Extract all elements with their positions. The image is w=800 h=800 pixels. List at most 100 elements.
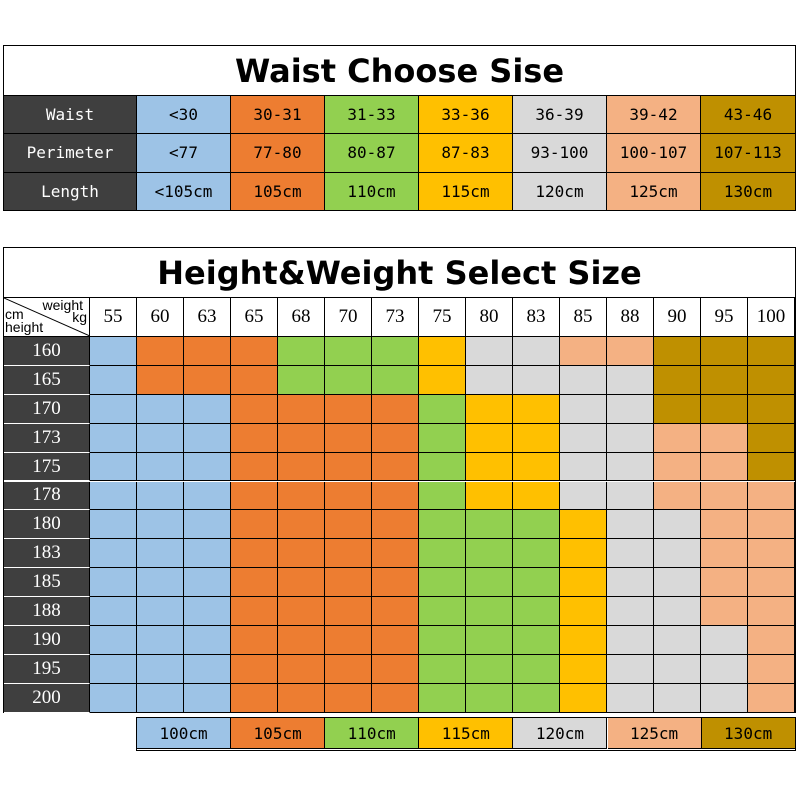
size-grid-cell bbox=[701, 394, 748, 424]
size-grid-cell bbox=[231, 597, 278, 626]
size-grid-cell bbox=[748, 654, 795, 684]
size-grid-cell bbox=[466, 510, 513, 540]
weight-header: 75 bbox=[419, 298, 466, 337]
size-grid-cell bbox=[560, 510, 607, 540]
size-grid-cell bbox=[137, 337, 184, 366]
height-label: 188 bbox=[4, 597, 90, 626]
size-grid-cell bbox=[325, 394, 372, 424]
size-cell: 105cm bbox=[231, 172, 325, 211]
weight-header: 80 bbox=[466, 298, 513, 337]
size-grid-cell bbox=[231, 452, 278, 482]
size-grid-cell bbox=[184, 423, 231, 453]
size-grid-cell bbox=[278, 394, 325, 424]
size-grid-cell bbox=[278, 626, 325, 655]
size-grid-cell bbox=[513, 539, 560, 569]
size-grid-cell bbox=[513, 365, 560, 395]
size-grid-cell bbox=[654, 654, 701, 684]
size-grid-cell bbox=[231, 568, 278, 598]
corner-header: weight kg cm height bbox=[4, 298, 90, 337]
height-label: 178 bbox=[4, 481, 90, 511]
size-grid-cell bbox=[419, 365, 466, 395]
size-grid-cell bbox=[701, 568, 748, 598]
size-grid-cell bbox=[701, 626, 748, 655]
height-label: 180 bbox=[4, 510, 90, 540]
size-grid-cell bbox=[137, 654, 184, 684]
size-grid-cell bbox=[513, 481, 560, 511]
size-cell: <105cm bbox=[137, 172, 231, 211]
size-grid-cell bbox=[607, 597, 654, 626]
size-cell: 125cm bbox=[607, 172, 701, 211]
size-cell: <77 bbox=[137, 134, 231, 173]
size-grid-cell bbox=[607, 337, 654, 366]
size-grid-cell bbox=[231, 481, 278, 511]
size-grid-cell bbox=[466, 481, 513, 511]
size-grid-cell bbox=[560, 423, 607, 453]
size-grid-cell bbox=[701, 683, 748, 713]
size-grid-cell bbox=[607, 481, 654, 511]
weight-header: 100 bbox=[748, 298, 795, 337]
size-grid-cell bbox=[184, 597, 231, 626]
size-grid-cell bbox=[90, 683, 137, 713]
weight-header: 73 bbox=[372, 298, 419, 337]
size-grid-cell bbox=[654, 423, 701, 453]
corner-height: height bbox=[5, 319, 44, 335]
size-grid-cell bbox=[419, 481, 466, 511]
size-grid-cell bbox=[701, 510, 748, 540]
size-grid-cell bbox=[654, 337, 701, 366]
size-grid-cell bbox=[325, 481, 372, 511]
size-grid-cell bbox=[419, 654, 466, 684]
size-grid-cell bbox=[90, 539, 137, 569]
size-grid-cell bbox=[466, 394, 513, 424]
size-grid-cell bbox=[325, 337, 372, 366]
size-grid-cell bbox=[560, 626, 607, 655]
size-grid-cell bbox=[184, 337, 231, 366]
size-grid-cell bbox=[748, 394, 795, 424]
size-grid-cell bbox=[419, 423, 466, 453]
size-grid-cell bbox=[560, 654, 607, 684]
size-cell: <30 bbox=[137, 96, 231, 135]
size-grid-cell bbox=[513, 683, 560, 713]
size-grid-cell bbox=[560, 539, 607, 569]
size-cell: 39-42 bbox=[607, 96, 701, 135]
size-cell: 87-83 bbox=[419, 134, 513, 173]
size-grid-cell bbox=[560, 452, 607, 482]
size-grid-cell bbox=[466, 365, 513, 395]
size-grid-cell bbox=[372, 337, 419, 366]
size-grid-cell bbox=[748, 337, 795, 366]
size-grid-cell bbox=[466, 626, 513, 655]
size-grid-cell bbox=[748, 683, 795, 713]
size-grid-cell bbox=[231, 510, 278, 540]
legend-item: 105cm bbox=[231, 718, 326, 749]
size-grid-cell bbox=[90, 626, 137, 655]
size-grid-cell bbox=[278, 568, 325, 598]
size-grid-cell bbox=[90, 481, 137, 511]
weight-header: 55 bbox=[90, 298, 137, 337]
size-grid-cell bbox=[137, 683, 184, 713]
size-grid-cell bbox=[137, 423, 184, 453]
size-grid-cell bbox=[560, 394, 607, 424]
size-grid-cell bbox=[372, 481, 419, 511]
size-grid-cell bbox=[701, 452, 748, 482]
corner-kg: kg bbox=[72, 309, 87, 325]
size-grid-cell bbox=[748, 539, 795, 569]
size-grid-cell bbox=[231, 683, 278, 713]
size-grid-cell bbox=[90, 510, 137, 540]
size-grid-cell bbox=[513, 626, 560, 655]
size-grid-cell bbox=[184, 510, 231, 540]
size-grid-cell bbox=[231, 394, 278, 424]
size-grid-cell bbox=[137, 510, 184, 540]
size-grid-cell bbox=[607, 568, 654, 598]
size-grid-cell bbox=[278, 337, 325, 366]
size-grid-cell bbox=[278, 423, 325, 453]
size-grid-cell bbox=[325, 568, 372, 598]
size-grid-cell bbox=[513, 597, 560, 626]
size-grid-cell bbox=[466, 337, 513, 366]
legend-item: 110cm bbox=[325, 718, 420, 749]
size-grid-cell bbox=[513, 394, 560, 424]
size-grid-cell bbox=[513, 510, 560, 540]
size-grid-cell bbox=[607, 452, 654, 482]
size-grid-cell bbox=[654, 510, 701, 540]
size-grid-cell bbox=[748, 423, 795, 453]
size-grid-cell bbox=[701, 365, 748, 395]
size-grid-cell bbox=[325, 452, 372, 482]
